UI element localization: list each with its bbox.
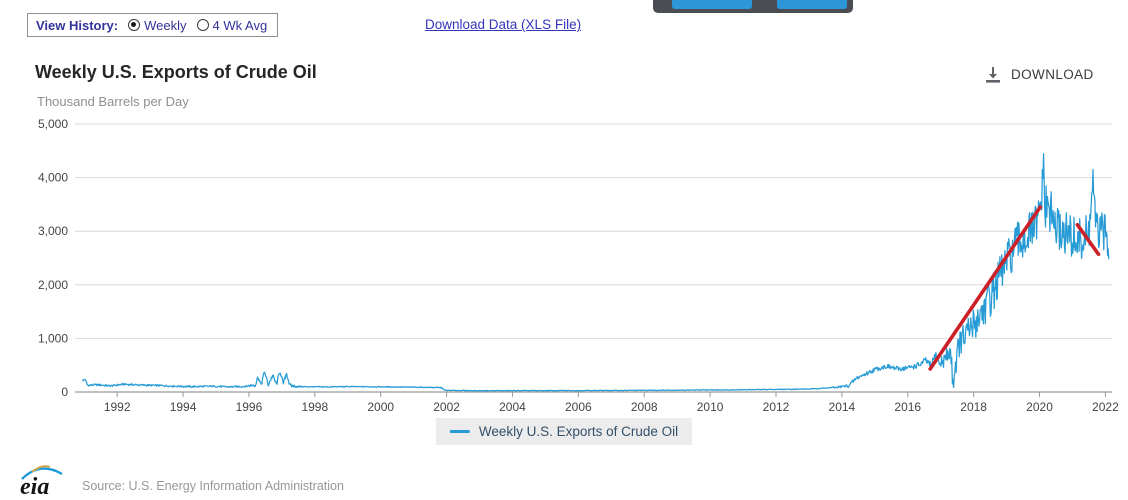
svg-text:3,000: 3,000 <box>38 224 68 238</box>
svg-text:2022: 2022 <box>1092 400 1119 414</box>
svg-text:1996: 1996 <box>236 400 263 414</box>
eia-logo: eia <box>20 465 63 499</box>
footer: eia Source: U.S. Energy Information Admi… <box>16 462 344 499</box>
view-history-box: View History: Weekly 4 Wk Avg <box>27 13 279 37</box>
svg-text:1994: 1994 <box>170 400 197 414</box>
svg-text:1992: 1992 <box>104 400 131 414</box>
radio-weekly[interactable]: Weekly <box>128 17 187 33</box>
download-button-label: DOWNLOAD <box>1011 67 1094 82</box>
svg-text:2012: 2012 <box>763 400 790 414</box>
svg-text:2010: 2010 <box>697 400 724 414</box>
svg-text:2016: 2016 <box>894 400 921 414</box>
chart-subtitle: Thousand Barrels per Day <box>37 94 189 109</box>
download-tray-icon <box>986 67 1000 83</box>
svg-text:2004: 2004 <box>499 400 526 414</box>
line-series-swatch-icon <box>449 430 470 433</box>
radio-4wk-avg[interactable]: 4 Wk Avg <box>196 17 268 33</box>
svg-text:4,000: 4,000 <box>38 171 68 185</box>
svg-text:2000: 2000 <box>367 400 394 414</box>
legend-label: Weekly U.S. Exports of Crude Oil <box>478 424 679 439</box>
clipped-toolbar-button-2[interactable] <box>777 0 847 9</box>
svg-text:2002: 2002 <box>433 400 460 414</box>
svg-text:2008: 2008 <box>631 400 658 414</box>
svg-text:2006: 2006 <box>565 400 592 414</box>
download-data-link[interactable]: Download Data (XLS File) <box>425 17 582 32</box>
chart-title: Weekly U.S. Exports of Crude Oil <box>35 62 317 82</box>
download-button[interactable]: DOWNLOAD <box>984 66 1094 83</box>
exports-line-chart: 0 1,000 2,000 3,000 4,000 5,000 1992 1994 1996 19… <box>38 117 1119 414</box>
radio-unselected-icon[interactable] <box>196 19 209 31</box>
radio-4wk-avg-label: 4 Wk Avg <box>212 17 268 33</box>
svg-text:2018: 2018 <box>960 400 987 414</box>
view-history-label: View History: <box>36 17 119 33</box>
chart-legend[interactable]: Weekly U.S. Exports of Crude Oil <box>435 418 693 445</box>
radio-weekly-label: Weekly <box>144 17 187 33</box>
svg-text:2,000: 2,000 <box>38 278 68 292</box>
svg-text:eia: eia <box>20 474 49 499</box>
svg-text:0: 0 <box>61 385 68 399</box>
svg-text:2020: 2020 <box>1026 400 1053 414</box>
svg-text:1998: 1998 <box>301 400 328 414</box>
clipped-toolbar-button-1[interactable] <box>672 0 752 9</box>
clipped-toolbar <box>653 0 853 13</box>
radio-selected-icon[interactable] <box>128 19 141 31</box>
svg-text:5,000: 5,000 <box>38 117 68 131</box>
svg-text:1,000: 1,000 <box>38 331 68 345</box>
source-text: Source: U.S. Energy Information Administ… <box>82 479 344 493</box>
svg-text:2014: 2014 <box>829 400 856 414</box>
